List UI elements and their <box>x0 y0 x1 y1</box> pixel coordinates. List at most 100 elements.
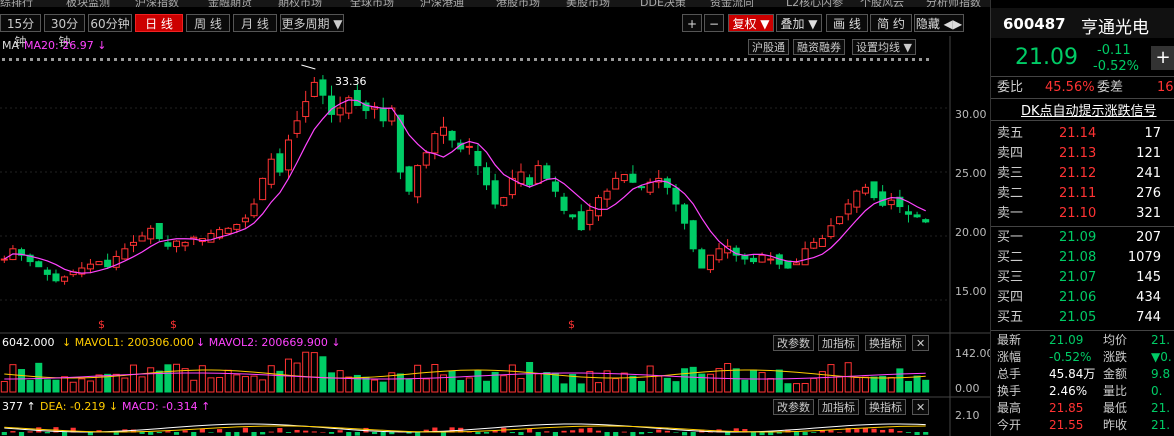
event-marker <box>247 58 250 61</box>
macd-bar <box>449 427 455 433</box>
ask-row[interactable]: 卖五 21.14 17 <box>991 124 1174 144</box>
bid-row[interactable]: 买三 21.07 145 <box>991 268 1174 288</box>
volume-bar <box>655 375 663 393</box>
ask-volume: 121 <box>1136 146 1161 161</box>
period-15min[interactable]: 15分钟 <box>0 14 41 49</box>
macd-bar <box>862 427 868 433</box>
kline-chart[interactable] <box>0 36 990 436</box>
stat-row: 涨幅 -0.52% 涨跌 ▼0. <box>991 349 1174 366</box>
top-nav-item[interactable]: 板块监测 <box>66 0 110 7</box>
volume-bar <box>715 368 723 393</box>
event-marker <box>317 58 320 61</box>
event-marker <box>191 58 194 61</box>
price-change: -0.11 <box>1097 43 1131 58</box>
ma-settings-button[interactable]: 设置均线 ▼ <box>852 39 916 55</box>
volume-bar <box>732 368 740 393</box>
top-nav-item[interactable]: 分析师指数 <box>926 0 981 7</box>
period-60min[interactable]: 60分钟 <box>88 14 132 32</box>
top-nav-item[interactable]: 全球市场 <box>350 0 394 7</box>
volume-bar <box>810 377 818 393</box>
top-nav-item[interactable]: 个股风云 <box>860 0 904 7</box>
event-marker <box>891 58 894 61</box>
macd-bar <box>682 432 688 436</box>
top-nav-item[interactable]: 沪深港通 <box>420 0 464 7</box>
ask-row[interactable]: 卖三 21.12 241 <box>991 164 1174 184</box>
candle-body <box>276 153 284 173</box>
bid-row[interactable]: 买四 21.06 434 <box>991 288 1174 308</box>
stat-label: 最高 <box>997 401 1022 415</box>
bid-price: 21.09 <box>1059 230 1097 245</box>
candle-body <box>620 174 628 182</box>
overlay-button[interactable]: 叠加 ▼ <box>776 14 822 32</box>
ask-row[interactable]: 卖二 21.11 276 <box>991 184 1174 204</box>
vol-switch-indicator-button[interactable]: 换指标 <box>865 335 906 351</box>
bid-row[interactable]: 买二 21.08 1079 <box>991 248 1174 268</box>
bid-row[interactable]: 买五 21.05 744 <box>991 308 1174 328</box>
hide-panel-button[interactable]: 隐藏 ◀▶ <box>914 14 964 32</box>
ask-label: 卖五 <box>997 126 1024 141</box>
volume-bar <box>267 365 275 393</box>
period-more[interactable]: 更多周期 ▼ <box>280 14 344 32</box>
draw-line-button[interactable]: 画 线 <box>826 14 868 32</box>
ask-row[interactable]: 卖四 21.13 121 <box>991 144 1174 164</box>
dea-line <box>4 425 926 433</box>
bid-row[interactable]: 买一 21.09 207 <box>991 228 1174 248</box>
macd-add-indicator-button[interactable]: 加指标 <box>818 399 859 415</box>
stat-label: 最低 <box>1103 401 1128 415</box>
candle-body <box>500 197 508 206</box>
event-marker <box>870 58 873 61</box>
period-weekly[interactable]: 周 线 <box>186 14 230 32</box>
top-nav-item[interactable]: 资金流向 <box>710 0 754 7</box>
simple-mode-button[interactable]: 简 约 <box>870 14 912 32</box>
macd-close-icon[interactable]: ✕ <box>912 399 930 415</box>
vol-edit-params-button[interactable]: 改参数 <box>773 335 814 351</box>
macd-switch-indicator-button[interactable]: 换指标 <box>865 399 906 415</box>
top-nav-item[interactable]: 综排行 <box>0 0 33 7</box>
volume-bar <box>870 376 878 393</box>
add-watchlist-icon[interactable]: + <box>1151 46 1174 70</box>
weibi-label: 委比 <box>997 80 1024 95</box>
top-nav-item[interactable]: 美股市场 <box>566 0 610 7</box>
candle-body <box>887 199 895 206</box>
candle-body <box>836 216 844 225</box>
period-daily[interactable]: 日 线 <box>135 14 183 32</box>
zoom-out-button[interactable]: − <box>704 14 724 32</box>
event-marker <box>464 58 467 61</box>
hugutong-button[interactable]: 沪股通 <box>748 39 789 55</box>
candle-body <box>138 235 146 242</box>
candle-body <box>302 101 310 118</box>
dk-signal-link[interactable]: DK点自动提示涨跌信号 <box>1021 104 1157 119</box>
period-toolbar: 15分钟 30分钟 60分钟 日 线 周 线 月 线 更多周期 ▼ + − 复权… <box>0 13 990 49</box>
candle-body <box>284 139 292 171</box>
volume-bar <box>612 378 620 393</box>
margin-trading-button[interactable]: 融资融券 <box>793 39 845 55</box>
vol-close-icon[interactable]: ✕ <box>912 335 930 351</box>
top-nav-item[interactable]: 港股市场 <box>496 0 540 7</box>
macd-bar <box>793 432 800 436</box>
event-marker <box>436 58 439 61</box>
macd-edit-params-button[interactable]: 改参数 <box>773 399 814 415</box>
mavol2-legend: ↓ MAVOL2: 200669.900 ↓ <box>196 336 341 349</box>
candle-body <box>328 95 336 115</box>
bid-price: 21.06 <box>1059 290 1097 305</box>
volume-bar <box>904 380 912 393</box>
stat-label: 昨收 <box>1103 418 1128 432</box>
candle-body <box>336 107 344 116</box>
candle-body <box>517 171 525 185</box>
top-nav-item[interactable]: L2核心内参 <box>786 0 844 7</box>
period-30min[interactable]: 30分钟 <box>44 14 85 49</box>
top-nav-item[interactable]: DDE决策 <box>640 0 686 7</box>
top-nav-item[interactable]: 沪深指数 <box>135 0 179 7</box>
volume-bar <box>767 378 775 393</box>
fuquan-button[interactable]: 复权 ▼ <box>728 14 774 32</box>
vol-add-indicator-button[interactable]: 加指标 <box>818 335 859 351</box>
stat-row: 换手 2.46% 量比 0. <box>991 383 1174 400</box>
zoom-in-button[interactable]: + <box>682 14 702 32</box>
period-monthly[interactable]: 月 线 <box>233 14 277 32</box>
ask-row[interactable]: 卖一 21.10 321 <box>991 204 1174 224</box>
ask-volume: 276 <box>1136 186 1161 201</box>
candle-body <box>629 173 637 183</box>
top-nav-item[interactable]: 期权市场 <box>278 0 322 7</box>
top-nav-item[interactable]: 金融期货 <box>208 0 252 7</box>
event-marker <box>520 58 523 61</box>
